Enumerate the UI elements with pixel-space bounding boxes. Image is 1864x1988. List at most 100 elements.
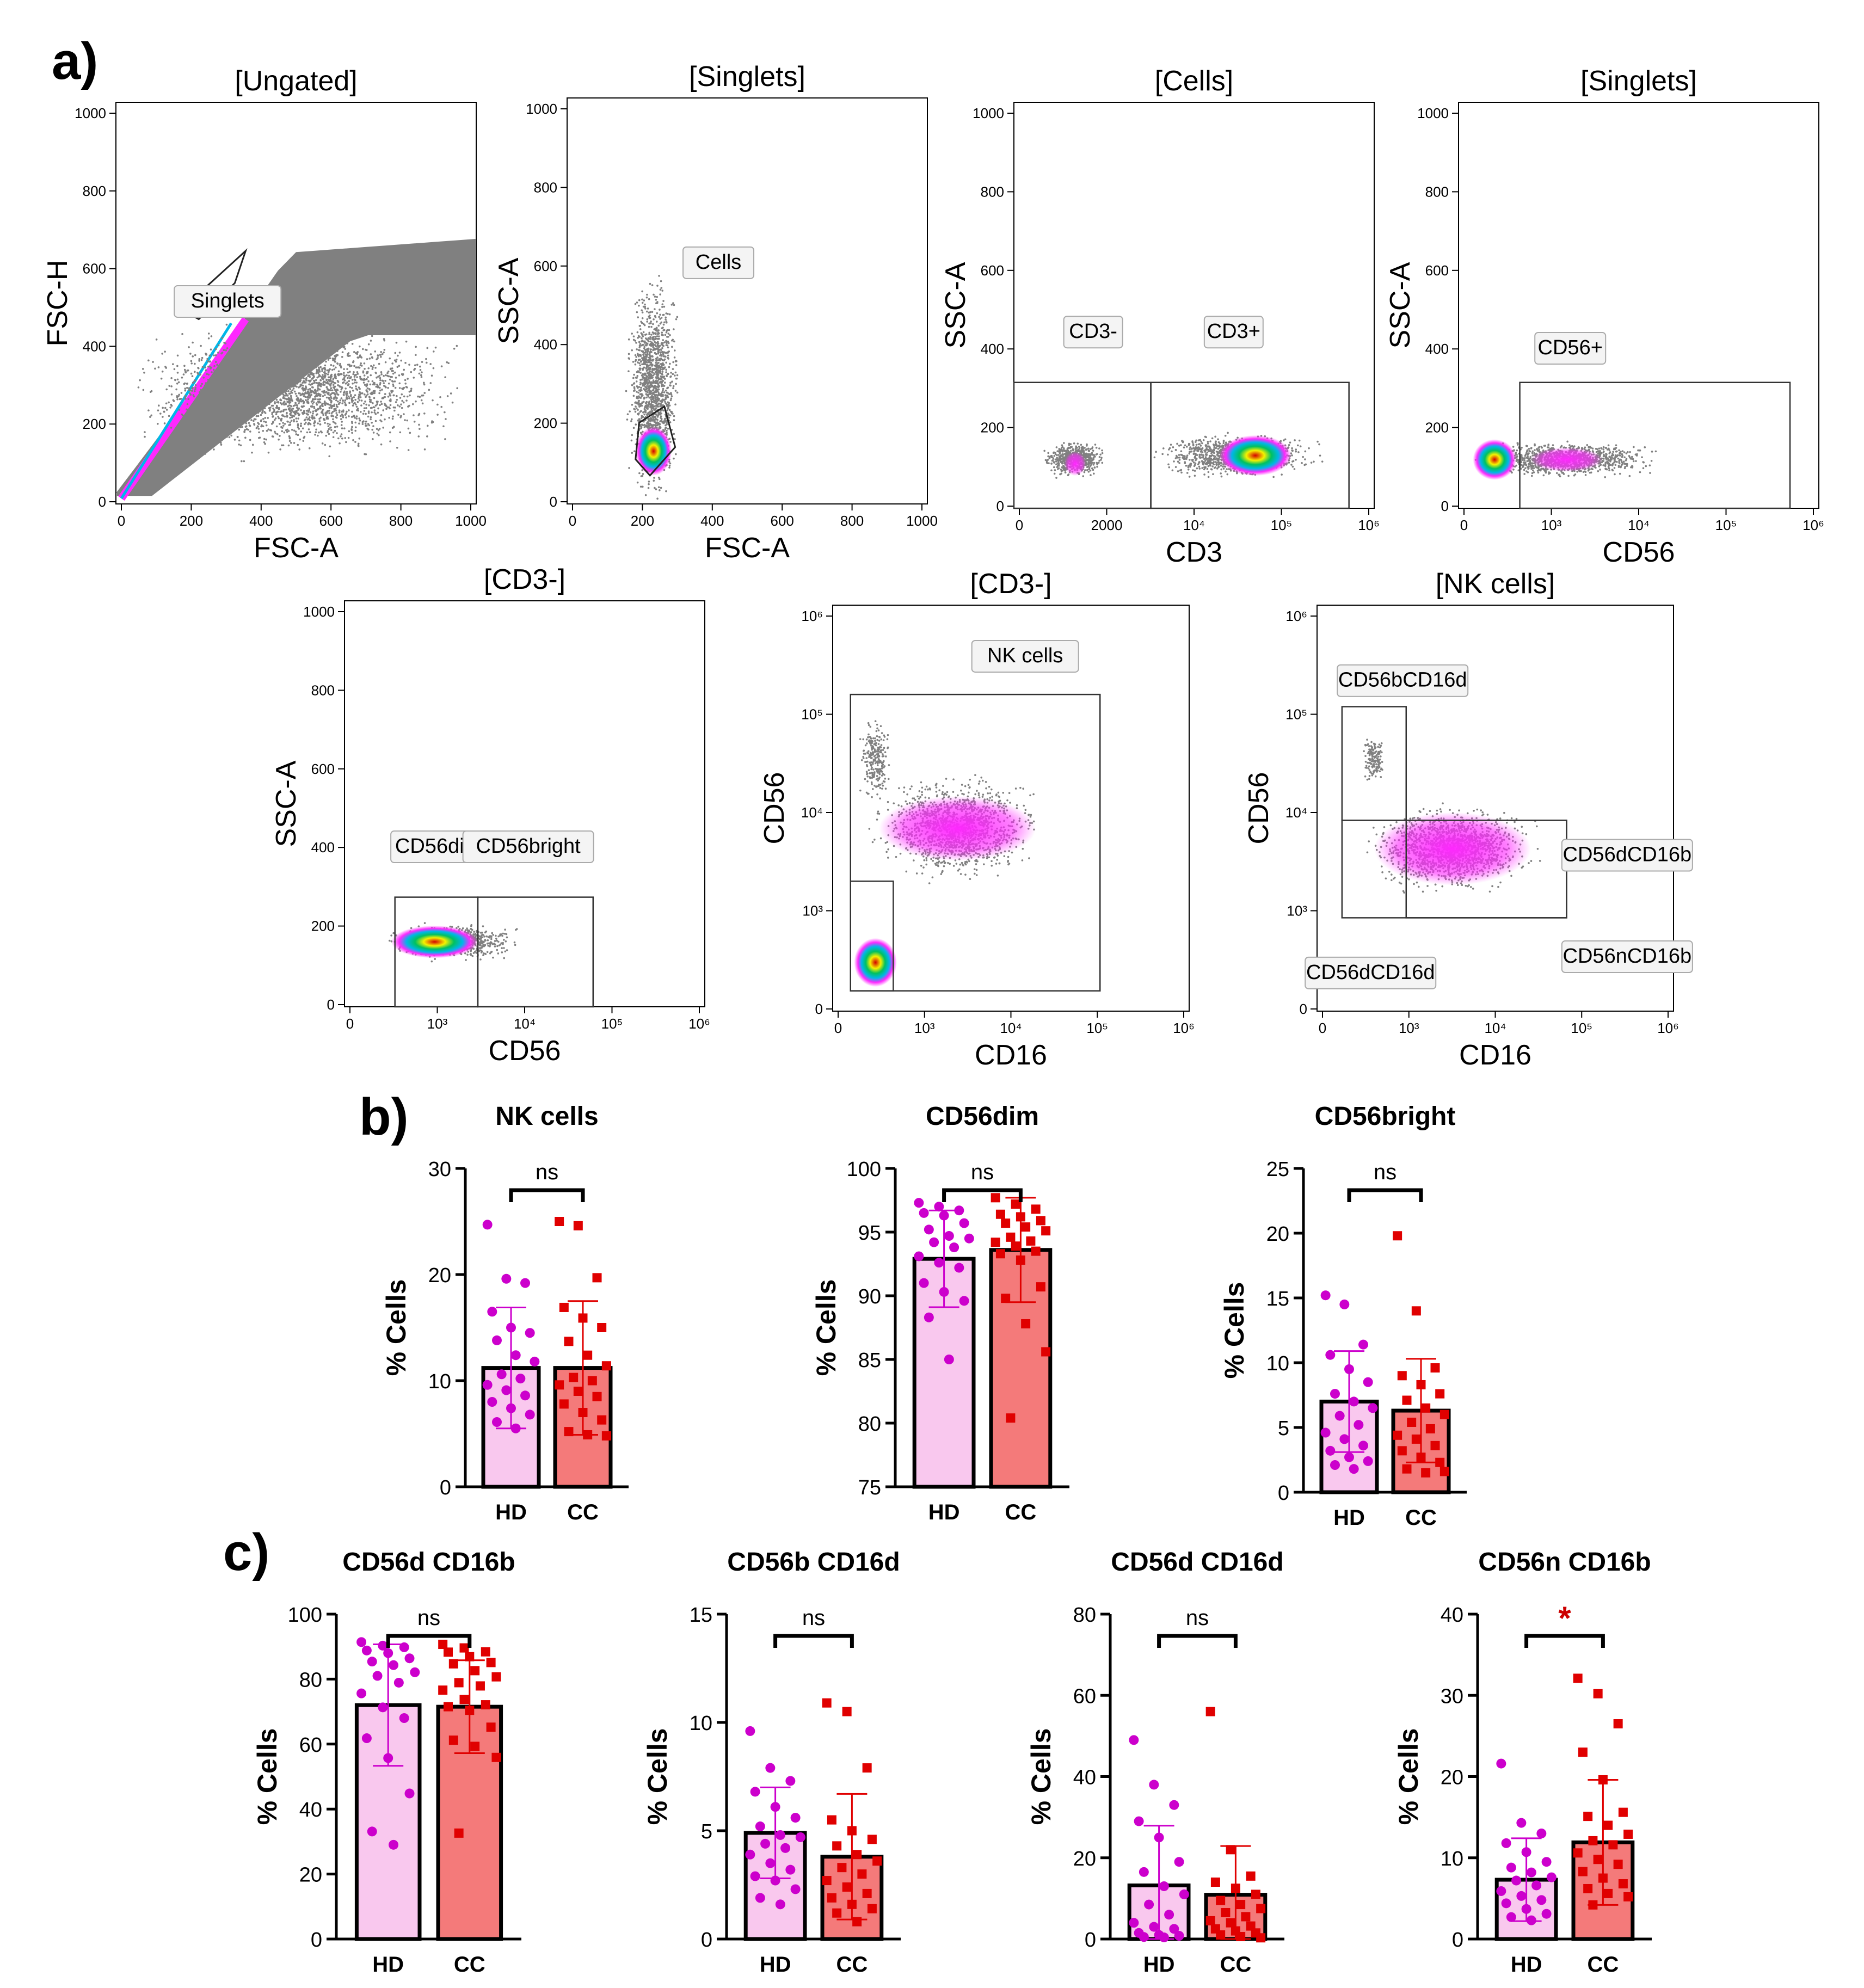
event-dot xyxy=(363,362,366,365)
event-dot xyxy=(318,374,321,376)
event-dot xyxy=(372,438,374,440)
event-dot xyxy=(213,371,216,373)
event-dot xyxy=(419,369,422,371)
event-dot xyxy=(1045,461,1048,464)
event-dot xyxy=(301,411,304,414)
event-dot xyxy=(1058,448,1061,451)
event-dot xyxy=(335,416,338,419)
event-dot xyxy=(329,394,331,396)
event-dot xyxy=(250,384,253,387)
event-dot xyxy=(283,389,285,392)
event-dot xyxy=(398,382,401,385)
event-dot xyxy=(1089,469,1092,472)
event-dot xyxy=(641,333,644,336)
event-dot xyxy=(358,366,360,368)
event-dot xyxy=(387,382,390,385)
event-dot xyxy=(208,412,210,415)
event-dot xyxy=(284,408,286,411)
event-dot xyxy=(656,403,659,406)
event-dot xyxy=(324,391,326,394)
event-dot xyxy=(304,418,306,421)
event-dot xyxy=(282,359,285,362)
event-dot xyxy=(670,304,673,306)
event-dot xyxy=(415,346,417,348)
event-dot xyxy=(386,406,389,409)
event-dot xyxy=(643,377,646,380)
event-dot xyxy=(208,396,211,398)
event-dot xyxy=(324,342,327,345)
event-dot xyxy=(191,390,194,392)
event-dot xyxy=(1060,454,1062,457)
event-dot xyxy=(293,358,296,360)
event-dot xyxy=(332,384,335,386)
event-dot xyxy=(286,416,288,418)
event-dot xyxy=(303,344,305,347)
x-tick-label: 1000 xyxy=(455,513,487,529)
event-dot xyxy=(337,401,339,403)
x-tick-label: 400 xyxy=(249,513,273,529)
event-dot xyxy=(673,419,675,421)
event-dot xyxy=(319,350,322,353)
event-dot xyxy=(406,419,408,422)
gate-label-box xyxy=(682,246,755,279)
event-dot xyxy=(666,344,669,347)
event-dot xyxy=(295,417,298,420)
event-dot xyxy=(324,422,326,424)
event-dot xyxy=(341,402,343,404)
event-dot xyxy=(170,427,173,429)
event-dot xyxy=(434,346,437,349)
event-dot xyxy=(647,389,649,392)
event-dot xyxy=(446,395,449,397)
event-dot xyxy=(648,371,651,373)
event-dot xyxy=(284,351,287,353)
event-dot xyxy=(662,353,665,355)
event-dot xyxy=(314,396,316,398)
event-dot xyxy=(176,382,179,385)
event-dot xyxy=(389,367,392,370)
event-dot xyxy=(660,409,662,412)
event-dot xyxy=(384,361,387,364)
event-dot xyxy=(656,389,659,391)
event-dot xyxy=(1095,453,1098,456)
event-dot xyxy=(356,376,358,378)
event-dot xyxy=(390,391,393,393)
event-dot xyxy=(413,421,416,423)
event-dot xyxy=(639,397,642,399)
event-dot xyxy=(257,392,259,395)
event-dot xyxy=(306,413,309,416)
event-dot xyxy=(662,329,665,331)
event-dot xyxy=(310,362,312,365)
event-dot xyxy=(319,405,322,407)
event-dot xyxy=(280,399,282,402)
event-dot xyxy=(641,322,643,324)
event-dot xyxy=(285,398,287,401)
event-dot xyxy=(639,405,642,408)
event-dot xyxy=(340,410,343,413)
event-dot xyxy=(655,413,657,416)
event-dot xyxy=(157,366,160,368)
event-dot xyxy=(633,408,635,410)
event-dot xyxy=(201,409,204,412)
event-dot xyxy=(646,405,648,407)
event-dot xyxy=(1075,445,1078,448)
event-dot xyxy=(247,405,250,408)
event-dot xyxy=(667,413,670,416)
event-dot xyxy=(292,374,294,377)
event-dot xyxy=(660,343,663,346)
event-dot xyxy=(176,365,179,367)
event-dot xyxy=(337,373,339,376)
event-dot xyxy=(307,365,310,367)
event-dot xyxy=(397,404,399,407)
event-dot xyxy=(157,404,160,407)
event-dot xyxy=(303,362,305,364)
event-dot xyxy=(646,383,649,385)
event-dot xyxy=(336,354,339,356)
event-dot xyxy=(291,351,294,353)
event-dot xyxy=(323,348,325,350)
event-dot xyxy=(644,348,647,351)
event-dot xyxy=(245,330,248,332)
event-dot xyxy=(638,399,641,402)
event-dot xyxy=(363,374,366,377)
event-dot xyxy=(1050,456,1053,459)
event-dot xyxy=(668,404,671,407)
